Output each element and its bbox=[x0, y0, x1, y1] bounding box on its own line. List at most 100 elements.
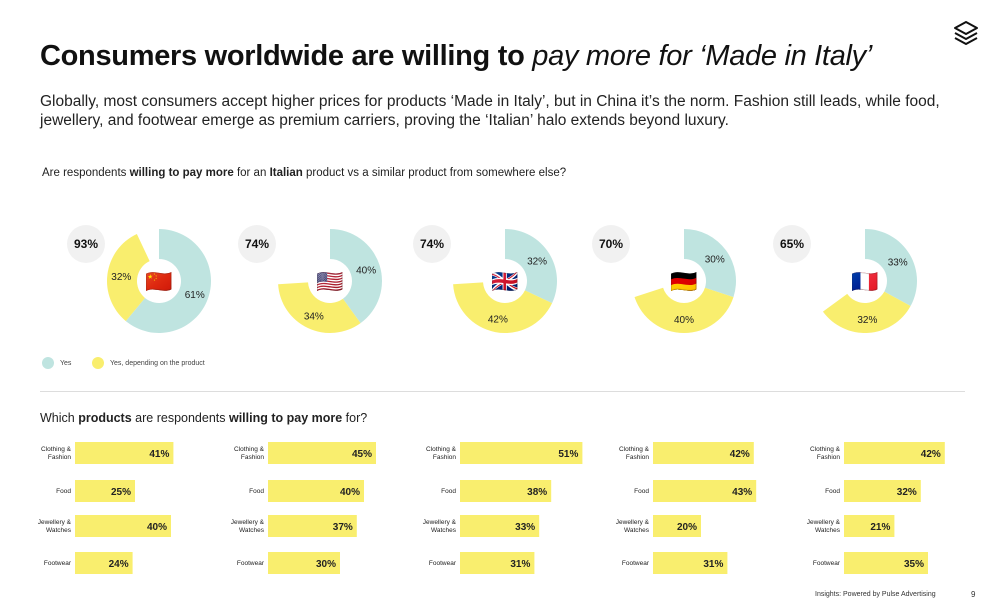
bar-2-3 bbox=[460, 552, 535, 574]
bar-3-3 bbox=[653, 552, 728, 574]
q2-text-post: for? bbox=[342, 411, 368, 425]
legend-swatch-depending bbox=[92, 357, 104, 369]
bar-3-0-value-label: 42% bbox=[730, 449, 750, 460]
bar-1-0-value-label: 45% bbox=[352, 449, 372, 460]
question-2: Which products are respondents willing t… bbox=[40, 411, 367, 425]
bar-1-2-category-label-line1: Jewellery & bbox=[231, 519, 265, 526]
question-1: Are respondents willing to pay more for … bbox=[42, 167, 566, 179]
bar-3-2-category-label-line1: Jewellery & bbox=[616, 519, 650, 526]
bar-3-0-category-label-line1: Clothing & bbox=[619, 446, 650, 453]
bar-1-1-category-label: Food bbox=[249, 488, 264, 495]
donut-4-label-yes: 33% bbox=[888, 258, 908, 269]
donut-0-label-yes: 61% bbox=[185, 290, 205, 301]
donut-0-label-depending: 32% bbox=[111, 272, 131, 283]
donut-4-total-label: 65% bbox=[780, 237, 804, 251]
donut-1-total-label: 74% bbox=[245, 237, 269, 251]
q1-text: Are respondents bbox=[42, 167, 130, 179]
bar-4-0-category-label-line2: Fashion bbox=[817, 454, 841, 461]
bar-1-2-category-label-line2: Watches bbox=[239, 527, 265, 534]
bar-0-0 bbox=[75, 442, 174, 464]
donut-3-flag-icon: 🇩🇪 bbox=[670, 270, 697, 295]
footer-credit: Insights: Powered by Pulse Advertising bbox=[815, 591, 936, 598]
bar-4-1-category-label: Food bbox=[825, 488, 840, 495]
bar-0-3-value-label: 24% bbox=[109, 559, 129, 570]
bar-2-0-value-label: 51% bbox=[558, 449, 578, 460]
bar-1-3-value-label: 30% bbox=[316, 559, 336, 570]
title-bold: Consumers worldwide are willing to bbox=[40, 40, 525, 72]
bar-2-3-value-label: 31% bbox=[510, 559, 530, 570]
bar-4-2-category-label-line2: Watches bbox=[815, 527, 841, 534]
donut-4-label-depending: 32% bbox=[857, 315, 877, 326]
q1-bold-1: willing to pay more bbox=[129, 167, 234, 179]
donut-3-total-label: 70% bbox=[599, 237, 623, 251]
q2-bold-2: willing to pay more bbox=[228, 411, 343, 425]
bar-1-2 bbox=[268, 515, 357, 537]
bar-4-0-value-label: 42% bbox=[921, 449, 941, 460]
bar-1-3-category-label: Footwear bbox=[237, 560, 265, 567]
bar-0-1-value-label: 25% bbox=[111, 487, 131, 498]
bar-1-1 bbox=[268, 480, 364, 502]
bar-2-0-category-label-line2: Fashion bbox=[433, 454, 457, 461]
donut-3-total-badge bbox=[592, 225, 630, 263]
donut-0-slice-depending bbox=[106, 233, 150, 322]
bar-3-1-value-label: 43% bbox=[732, 487, 752, 498]
donut-4-slice-yes bbox=[865, 229, 917, 307]
bar-0-3-category-label: Footwear bbox=[44, 560, 72, 567]
section-divider bbox=[40, 391, 965, 392]
donut-0-total-badge bbox=[67, 225, 105, 263]
bar-4-0 bbox=[844, 442, 945, 464]
bar-2-2 bbox=[460, 515, 540, 537]
donut-2-label-depending: 42% bbox=[488, 314, 508, 325]
page-number: 9 bbox=[971, 590, 976, 599]
donut-0-slice-yes bbox=[125, 229, 212, 333]
bar-2-2-category-label-line1: Jewellery & bbox=[423, 519, 457, 526]
bar-0-2-value-label: 40% bbox=[147, 522, 167, 533]
q2-bold-1: products bbox=[78, 411, 132, 425]
bar-1-0-category-label-line2: Fashion bbox=[241, 454, 265, 461]
donut-2-total-label: 74% bbox=[420, 237, 444, 251]
donut-3-label-yes: 30% bbox=[705, 255, 725, 266]
bar-1-2-value-label: 37% bbox=[333, 522, 353, 533]
legend-item-depending: Yes, depending on the product bbox=[92, 357, 205, 369]
bar-3-2-value-label: 20% bbox=[677, 522, 697, 533]
bar-3-0-category-label-line2: Fashion bbox=[626, 454, 650, 461]
bar-0-0-value-label: 41% bbox=[149, 449, 169, 460]
donut-2-label-yes: 32% bbox=[527, 257, 547, 268]
bar-0-2-category-label-line1: Jewellery & bbox=[38, 519, 72, 526]
q1-text-post: product vs a similar product from somewh… bbox=[302, 167, 567, 179]
bar-3-2-category-label-line2: Watches bbox=[624, 527, 650, 534]
bar-1-0-category-label-line1: Clothing & bbox=[234, 446, 265, 453]
bar-4-3-value-label: 35% bbox=[904, 559, 924, 570]
legend-label-depending: Yes, depending on the product bbox=[110, 359, 205, 367]
donut-1-label-depending: 34% bbox=[304, 311, 324, 322]
title-italic: pay more for ‘Made in Italy’ bbox=[532, 40, 873, 72]
legend-swatch-yes bbox=[42, 357, 54, 369]
donut-3-label-depending: 40% bbox=[674, 315, 694, 326]
donut-1-slice-yes bbox=[330, 229, 382, 324]
legend-label-yes: Yes bbox=[60, 359, 72, 367]
donut-1-label-yes: 40% bbox=[356, 265, 376, 276]
bar-0-1 bbox=[75, 480, 135, 502]
bar-4-2-category-label-line1: Jewellery & bbox=[807, 519, 841, 526]
bar-2-1-value-label: 38% bbox=[527, 487, 547, 498]
q1-bold-2: Italian bbox=[269, 167, 303, 179]
donut-1-slice-depending bbox=[278, 282, 361, 334]
bar-2-1 bbox=[460, 480, 552, 502]
donut-2-slice-yes bbox=[505, 229, 558, 304]
bar-3-3-value-label: 31% bbox=[703, 559, 723, 570]
bar-0-1-category-label: Food bbox=[56, 488, 71, 495]
bar-2-2-value-label: 33% bbox=[515, 522, 535, 533]
donut-0-flag-icon: 🇨🇳 bbox=[145, 270, 172, 295]
bar-1-1-value-label: 40% bbox=[340, 487, 360, 498]
bar-1-3 bbox=[268, 552, 340, 574]
bar-3-3-category-label: Footwear bbox=[622, 560, 650, 567]
bar-0-3 bbox=[75, 552, 133, 574]
bar-0-0-category-label-line1: Clothing & bbox=[41, 446, 72, 453]
bar-2-0 bbox=[460, 442, 583, 464]
bar-0-2 bbox=[75, 515, 171, 537]
bar-4-3 bbox=[844, 552, 928, 574]
donut-1-flag-icon: 🇺🇸 bbox=[316, 270, 343, 295]
bar-4-2 bbox=[844, 515, 895, 537]
bar-3-2 bbox=[653, 515, 701, 537]
